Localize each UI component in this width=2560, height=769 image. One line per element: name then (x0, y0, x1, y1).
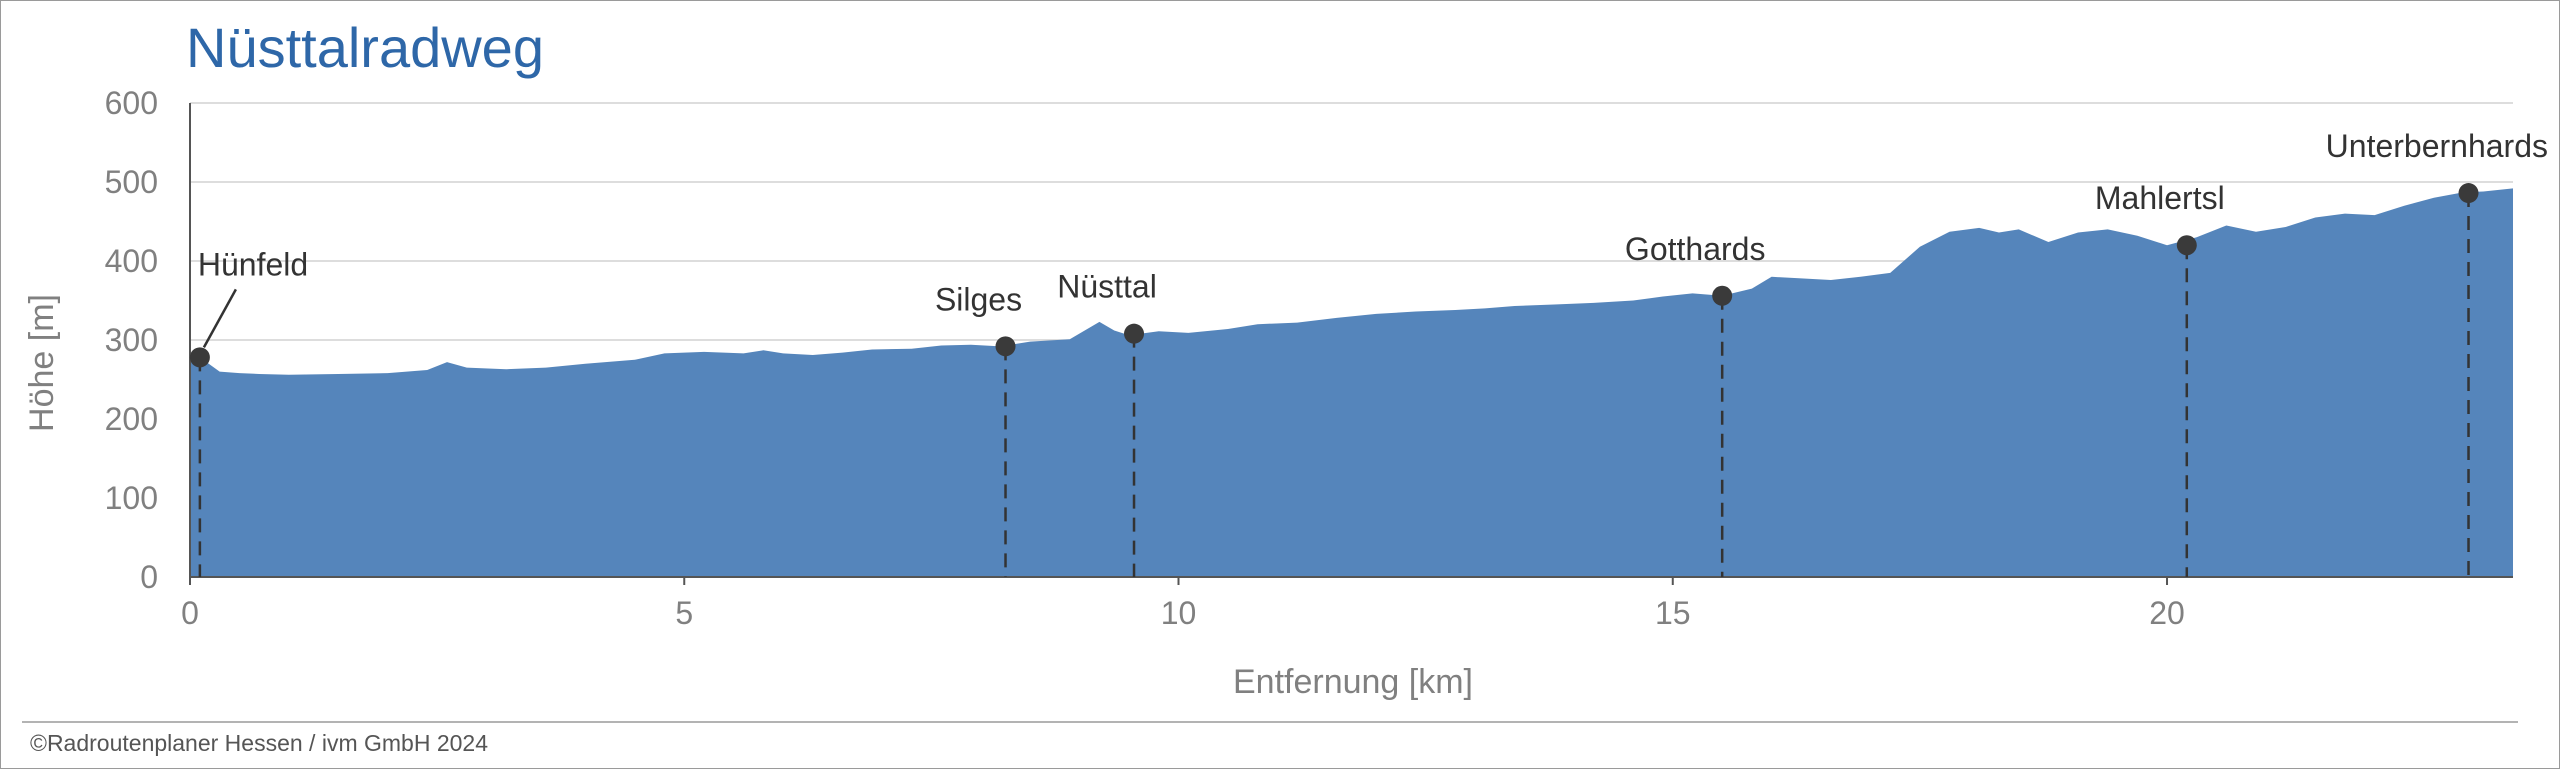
elevation-profile-area (190, 188, 2513, 577)
x-tick-5: 5 (675, 595, 693, 631)
waypoint-label-unterbernhards: Unterbernhards (2326, 128, 2548, 164)
waypoint-marker-n-sttal (1124, 323, 1145, 344)
x-tick-15: 15 (1655, 595, 1691, 631)
waypoint-label-mahlertsl: Mahlertsl (2095, 180, 2225, 216)
waypoint-label-h-nfeld: Hünfeld (198, 246, 308, 282)
waypoint-leader-h-nfeld (202, 288, 237, 348)
waypoint-marker-unterbernhards (2458, 183, 2479, 204)
x-tick-20: 20 (2149, 595, 2185, 631)
x-tick-10: 10 (1161, 595, 1197, 631)
waypoint-marker-gotthards (1712, 285, 1733, 306)
y-tick-600: 600 (105, 85, 158, 121)
waypoint-label-silges: Silges (935, 281, 1022, 317)
y-tick-500: 500 (105, 164, 158, 200)
waypoint-marker-h-nfeld (189, 347, 210, 368)
x-axis-label: Entfernung [km] (1233, 663, 1473, 701)
tick-labels: 0 100 200 300 400 500 600 0 5 10 15 20 (105, 85, 2185, 631)
waypoint-marker-mahlertsl (2176, 235, 2197, 256)
waypoint-marker-silges (995, 336, 1016, 357)
y-tick-100: 100 (105, 480, 158, 516)
axes (189, 103, 2513, 578)
waypoint-label-n-sttal: Nüsttal (1057, 269, 1157, 305)
y-tick-400: 400 (105, 243, 158, 279)
y-tick-0: 0 (140, 559, 158, 595)
waypoints: Hünfeld Silges Nüsttal Gotthards Mahlertsl Un… (189, 128, 2548, 577)
waypoint-label-gotthards: Gotthards (1625, 231, 1766, 267)
credit-text: ©Radroutenplaner Hessen / ivm GmbH 2024 (30, 730, 488, 756)
y-tick-200: 200 (105, 401, 158, 437)
y-tick-300: 300 (105, 322, 158, 358)
chart-title: Nüsttalradweg (186, 16, 544, 79)
x-tick-0: 0 (181, 595, 199, 631)
y-axis-label: Höhe [m] (23, 294, 61, 432)
